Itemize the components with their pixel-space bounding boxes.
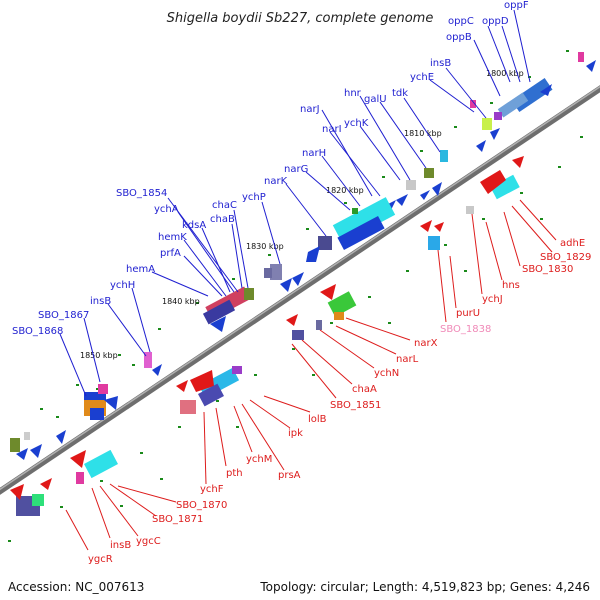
gene-label-SBO_1868[interactable]: SBO_1868	[12, 326, 63, 337]
track-dots	[8, 50, 583, 542]
gene-label-SBO_1838[interactable]: SBO_1838	[440, 324, 491, 335]
gene-label-hnr[interactable]: hnr	[344, 88, 362, 99]
gene-label-narX[interactable]: narX	[414, 338, 438, 349]
gene-label-narG[interactable]: narG	[284, 164, 308, 175]
gene-label-SBO_1851[interactable]: SBO_1851	[330, 400, 381, 411]
gene-label-ygcC[interactable]: ygcC	[136, 536, 161, 547]
gene-label-ychJ[interactable]: ychJ	[482, 294, 503, 305]
gene-label-SBO_1829[interactable]: SBO_1829	[540, 252, 591, 263]
gene-label-hemK[interactable]: hemK	[158, 232, 187, 243]
forward-features	[10, 52, 596, 460]
gene-label-oppD[interactable]: oppD	[482, 16, 509, 27]
gene-label-SBO_1867[interactable]: SBO_1867	[38, 310, 89, 321]
gene-label-prfA[interactable]: prfA	[160, 248, 181, 259]
gene-label-chaA[interactable]: chaA	[352, 384, 377, 395]
forward-labels	[59, 9, 531, 397]
forward-label-text: oppF oppD oppC oppB insB ychE tdk galU h…	[12, 0, 529, 337]
gene-label-oppB[interactable]: oppB	[446, 32, 472, 43]
accession-text: Accession: NC_007613	[8, 580, 145, 594]
gene-label-ychK[interactable]: ychK	[344, 118, 369, 129]
gene-label-pth[interactable]: pth	[226, 468, 243, 479]
gene-label-ychF[interactable]: ychF	[200, 484, 224, 495]
gene-label-oppF[interactable]: oppF	[504, 0, 529, 11]
map-title: Shigella boydii Sb227, complete genome	[167, 11, 434, 26]
tick-label: 1820 kbp	[326, 186, 364, 195]
gene-label-galU[interactable]: galU	[364, 94, 387, 105]
gene-label-chaC[interactable]: chaC	[212, 200, 237, 211]
gene-label-insB-2[interactable]: insB	[90, 296, 111, 307]
reverse-features	[10, 156, 524, 516]
reverse-label-text: adhE SBO_1829 SBO_1830 hns ychJ purU SBO…	[88, 238, 591, 565]
gene-label-narH[interactable]: narH	[302, 148, 326, 159]
gene-label-kdsA[interactable]: kdsA	[182, 220, 206, 231]
gene-label-narI[interactable]: narI	[322, 124, 342, 135]
gene-label-purU[interactable]: purU	[456, 308, 480, 319]
reverse-labels	[65, 199, 557, 551]
gene-label-ychH[interactable]: ychH	[110, 280, 135, 291]
gene-label-ychA[interactable]: ychA	[154, 204, 179, 215]
gene-label-lolB[interactable]: lolB	[308, 414, 327, 425]
gene-label-oppC[interactable]: oppC	[448, 16, 474, 27]
gene-label-prsA[interactable]: prsA	[278, 470, 301, 481]
gene-label-chaB[interactable]: chaB	[210, 214, 235, 225]
gene-label-SBO_1870[interactable]: SBO_1870	[176, 500, 227, 511]
gene-label-adhE[interactable]: adhE	[560, 238, 585, 249]
gene-label-hemA[interactable]: hemA	[126, 264, 155, 275]
tick-label: 1800 kbp	[486, 69, 524, 78]
gene-label-narJ[interactable]: narJ	[300, 104, 320, 115]
genome-summary-text: Topology: circular; Length: 4,519,823 bp…	[260, 580, 590, 594]
gene-label-ychN[interactable]: ychN	[374, 368, 399, 379]
gene-label-ychM[interactable]: ychM	[246, 454, 272, 465]
gene-label-SBO_1871[interactable]: SBO_1871	[152, 514, 203, 525]
tick-label: 1850 kbp	[80, 351, 118, 360]
gene-label-SBO_1830[interactable]: SBO_1830	[522, 264, 573, 275]
tick-label: 1810 kbp	[404, 129, 442, 138]
gene-label-ychE[interactable]: ychE	[410, 72, 434, 83]
gene-label-ipk[interactable]: ipk	[288, 428, 303, 439]
gene-label-SBO_1854[interactable]: SBO_1854	[116, 188, 167, 199]
gene-label-narK[interactable]: narK	[264, 176, 288, 187]
gene-label-insB-3[interactable]: insB	[110, 540, 131, 551]
gene-label-ygcR[interactable]: ygcR	[88, 554, 113, 565]
gene-label-tdk[interactable]: tdk	[392, 88, 408, 99]
gene-label-insB[interactable]: insB	[430, 58, 451, 69]
tick-label: 1830 kbp	[246, 242, 284, 251]
gene-label-hns[interactable]: hns	[502, 280, 520, 291]
gene-label-narL[interactable]: narL	[396, 354, 419, 365]
scale-ticks: 1800 kbp 1810 kbp 1820 kbp 1830 kbp 1840…	[80, 69, 524, 360]
genome-backbone	[0, 85, 600, 495]
gene-label-ychP[interactable]: ychP	[242, 192, 266, 203]
tick-label: 1840 kbp	[162, 297, 200, 306]
